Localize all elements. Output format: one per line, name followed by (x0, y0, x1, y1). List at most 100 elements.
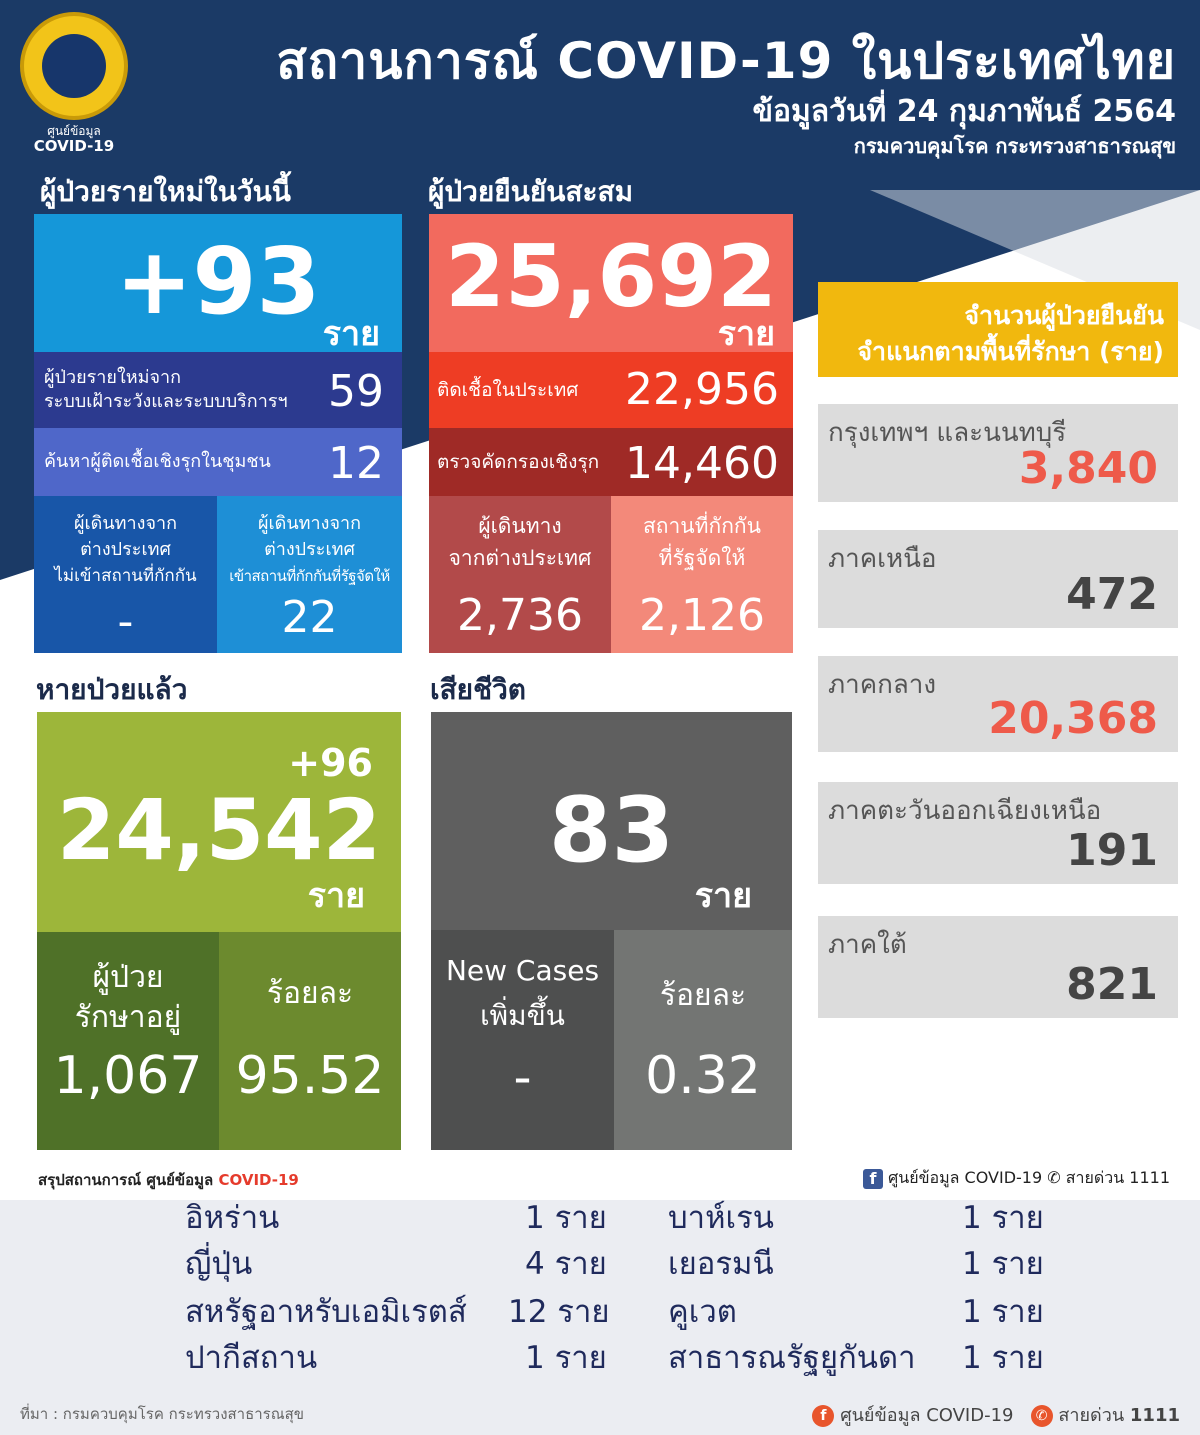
local-infection-row: ติดเชื้อในประเทศ 22,956 (429, 352, 793, 428)
country-count: 1 ราย (962, 1340, 1044, 1376)
region-value: 821 (1066, 959, 1158, 1010)
abroad-q-label-3: เข้าสถานที่กักกันที่รัฐจัดให้ (229, 567, 390, 585)
logo-line1: ศูนย์ข้อมูล (47, 124, 101, 138)
region-label: ภาคตะวันออกเฉียงเหนือ (828, 796, 1102, 826)
deaths-percent-label: ร้อยละ (659, 978, 747, 1013)
recovered-unit: ราย (307, 876, 365, 916)
abroad-no-q-label-3: ไม่เข้าสถานที่กักกัน (54, 566, 197, 586)
region-label: กรุงเทพฯ และนนทบุรี (828, 418, 1067, 448)
recovered-delta: +96 (288, 741, 373, 785)
active-search-value: 12 (328, 438, 384, 489)
country-count: 1 ราย (962, 1294, 1044, 1330)
recovered-value: 24,542 (56, 781, 382, 879)
deaths-panel: 83 ราย (431, 712, 792, 930)
region-label: ภาคกลาง (828, 670, 937, 700)
country-count: 1 ราย (962, 1200, 1044, 1236)
cum-abroad-value: 2,736 (457, 590, 583, 641)
abroad-q-label-1: ผู้เดินทางจาก (257, 513, 361, 534)
region-value: 3,840 (1018, 443, 1158, 494)
cumulative-title: ผู้ป่วยยืนยันสะสม (428, 175, 634, 208)
region-south: ภาคใต้ 821 (818, 916, 1178, 1018)
surveillance-label-2: ระบบเฝ้าระวังและระบบบริการฯ (44, 391, 288, 412)
country-count: 1 ราย (962, 1246, 1044, 1282)
surveillance-label-1: ผู้ป่วยรายใหม่จาก (44, 367, 182, 388)
local-label: ติดเชื้อในประเทศ (437, 379, 579, 401)
abroad-no-q-label-1: ผู้เดินทางจาก (73, 513, 177, 534)
recovered-percent-cell: ร้อยละ 95.52 (219, 932, 401, 1150)
data-date: ข้อมูลวันที่ 24 กุมภาพันธ์ 2564 (752, 94, 1176, 129)
country-name: สาธารณรัฐยูกันดา (668, 1340, 916, 1376)
new-cases-unit: ราย (322, 314, 380, 354)
surveillance-value: 59 (328, 366, 384, 417)
cum-quarantine-cell: สถานที่กักกัน ที่รัฐจัดให้ 2,126 (611, 496, 793, 653)
cum-quarantine-label-1: สถานที่กักกัน (642, 514, 762, 538)
country-name: คูเวต (668, 1294, 737, 1330)
deaths-percent-cell: ร้อยละ 0.32 (614, 930, 792, 1150)
treating-cell: ผู้ป่วย รักษาอยู่ 1,067 (37, 932, 219, 1150)
local-value: 22,956 (625, 364, 779, 415)
cum-quarantine-label-2: ที่รัฐจัดให้ (658, 546, 746, 570)
emblem-seal (20, 12, 128, 120)
cumulative-panel: 25,692 ราย (429, 214, 793, 354)
cumulative-value: 25,692 (445, 227, 777, 327)
active-search-label: ค้นหาผู้ติดเชื้อเชิงรุกในชุมชน (44, 451, 271, 472)
region-bangkok: กรุงเทพฯ และนนทบุรี 3,840 (818, 404, 1178, 502)
bottom-hotline-number: 1111 (1129, 1405, 1180, 1426)
region-north: ภาคเหนือ 472 (818, 530, 1178, 628)
new-cases-title: ผู้ป่วยรายใหม่ในวันนี้ (40, 175, 291, 208)
page-title: สถานการณ์ COVID-19 ในประเทศไทย (276, 32, 1176, 90)
footer-fb-label[interactable]: ศูนย์ข้อมูล COVID-19 (888, 1168, 1043, 1187)
regions-title-1: จำนวนผู้ป่วยยืนยัน (964, 301, 1164, 330)
deaths-new-cell: New Cases เพิ่มขึ้น - (431, 930, 614, 1150)
country-name: ปากีสถาน (185, 1340, 318, 1376)
treating-label-1: ผู้ป่วย (92, 960, 164, 995)
summary-highlight: COVID-19 (218, 1171, 299, 1189)
footer-hotline: สายด่วน 1111 (1065, 1168, 1170, 1187)
region-central: ภาคกลาง 20,368 (818, 656, 1178, 752)
new-cases-panel: +93 ราย (34, 214, 402, 354)
bottom-source: ที่มา : กรมควบคุมโรค กระทรวงสาธารณสุข (20, 1405, 305, 1423)
country-count: 1 ราย (525, 1200, 607, 1236)
region-label: ภาคเหนือ (828, 544, 937, 574)
region-value: 20,368 (988, 693, 1158, 744)
screening-label: ตรวจคัดกรองเชิงรุก (437, 451, 600, 473)
abroad-q-value: 22 (281, 592, 338, 643)
country-name: ญี่ปุ่น (185, 1246, 253, 1282)
surveillance-row: ผู้ป่วยรายใหม่จาก ระบบเฝ้าระวังและระบบบร… (34, 352, 402, 428)
screening-value: 14,460 (625, 438, 779, 489)
recovered-panel: +96 24,542 ราย (37, 712, 401, 932)
facebook-icon[interactable]: f (812, 1405, 835, 1427)
active-search-row: ค้นหาผู้ติดเชื้อเชิงรุกในชุมชน 12 (34, 428, 402, 496)
recovered-percent-value: 95.52 (235, 1046, 385, 1106)
deaths-new-label-2: เพิ่มขึ้น (480, 999, 565, 1032)
region-northeast: ภาคตะวันออกเฉียงเหนือ 191 (818, 782, 1178, 884)
facebook-icon[interactable]: f (863, 1168, 883, 1189)
country-count: 1 ราย (525, 1340, 607, 1376)
logo-label: ศูนย์ข้อมูล COVID-19 (18, 124, 130, 154)
cum-abroad-label-2: จากต่างประเทศ (448, 546, 592, 570)
bottom-social: f ศูนย์ข้อมูล COVID-19 ✆ สายด่วน 1111 (812, 1400, 1180, 1429)
new-cases-value: +93 (115, 228, 321, 335)
bottom-hotline-label: สายด่วน (1058, 1405, 1125, 1426)
cum-abroad-label-1: ผู้เดินทาง (478, 514, 562, 538)
screening-row: ตรวจคัดกรองเชิงรุก 14,460 (429, 428, 793, 496)
region-value: 191 (1066, 825, 1158, 876)
region-value: 472 (1066, 569, 1158, 620)
bottom-fb-label[interactable]: ศูนย์ข้อมูล COVID-19 (840, 1405, 1014, 1426)
cum-quarantine-value: 2,126 (639, 590, 765, 641)
deaths-value: 83 (548, 778, 675, 883)
country-name: เยอรมนี (668, 1246, 774, 1282)
country-count: 12 ราย (508, 1294, 610, 1330)
deaths-new-label-1: New Cases (445, 954, 600, 987)
logo-line2: COVID-19 (33, 137, 115, 155)
deaths-new-value: - (513, 1048, 532, 1106)
recovered-percent-label: ร้อยละ (266, 976, 354, 1011)
country-name: สหรัฐอาหรับเอมิเรตส์ (185, 1294, 467, 1330)
summary-prefix: สรุปสถานการณ์ ศูนย์ข้อมูล (38, 1171, 219, 1189)
abroad-no-q-label-2: ต่างประเทศ (80, 539, 171, 560)
cumulative-unit: ราย (717, 314, 775, 354)
abroad-no-q-value: - (117, 596, 134, 647)
deaths-percent-value: 0.32 (645, 1046, 761, 1106)
treating-label-2: รักษาอยู่ (74, 1000, 182, 1035)
